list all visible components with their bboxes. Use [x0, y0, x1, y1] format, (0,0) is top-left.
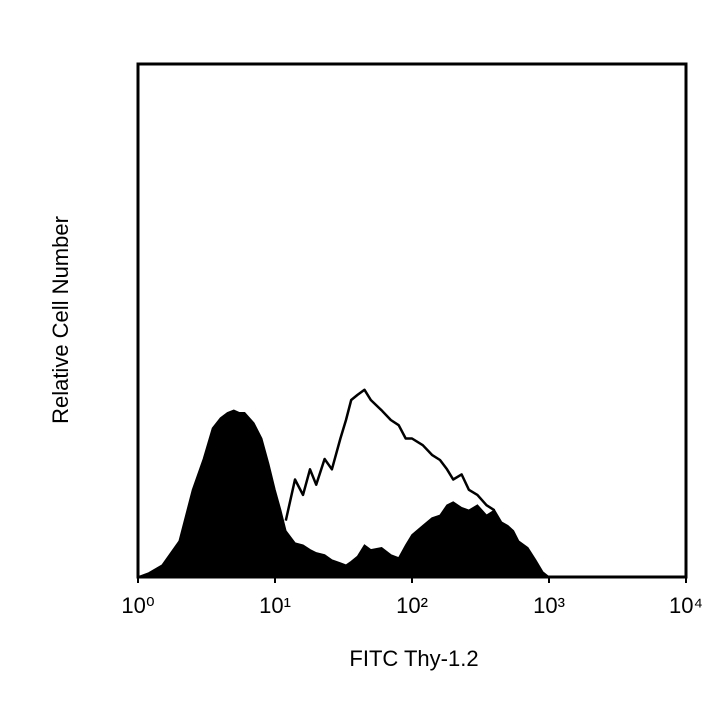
x-tick-label: 10³	[533, 593, 565, 618]
x-tick-label: 10⁰	[121, 593, 154, 618]
x-tick-label: 10²	[396, 593, 428, 618]
x-tick-label: 10¹	[259, 593, 291, 618]
histogram-area	[137, 409, 552, 578]
histogram-line	[284, 388, 496, 521]
x-tick-label: 10⁴	[669, 593, 703, 618]
x-axis-label: FITC Thy-1.2	[349, 646, 478, 671]
y-axis-label: Relative Cell Number	[48, 216, 73, 424]
